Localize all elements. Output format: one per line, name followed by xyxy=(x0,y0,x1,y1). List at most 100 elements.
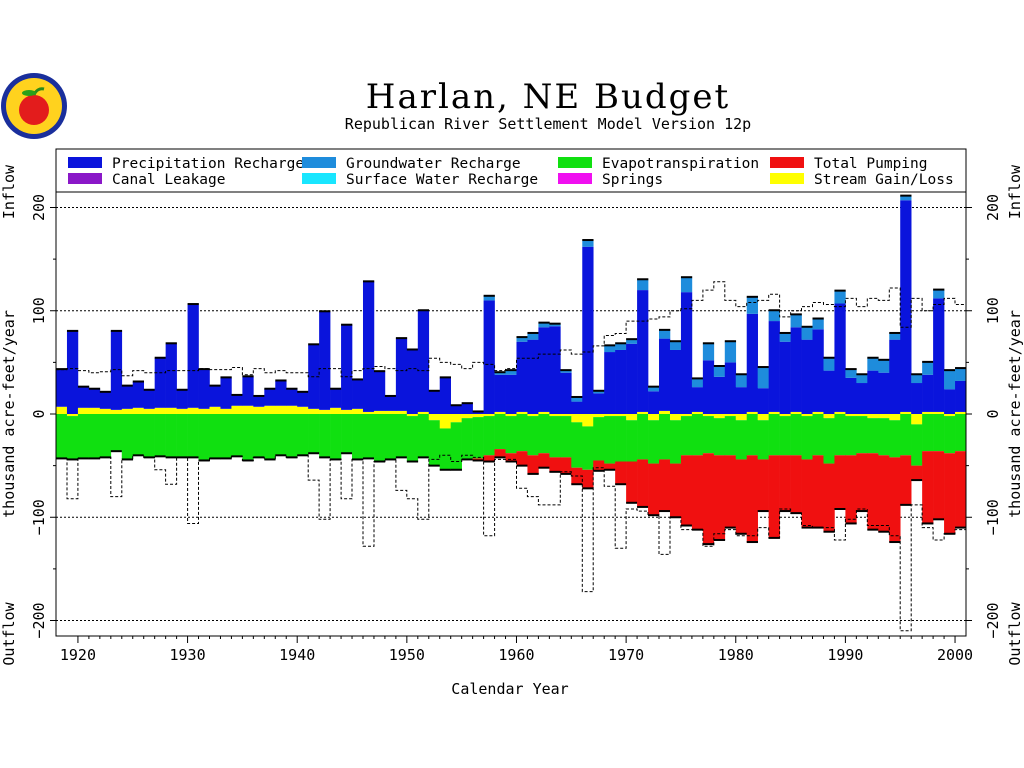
stream-bar xyxy=(384,410,397,414)
pumping-bar xyxy=(746,455,758,543)
x-tick-label: 1980 xyxy=(718,646,754,664)
outflow-cap xyxy=(867,528,879,531)
precipitation-bar xyxy=(878,372,890,414)
evapotranspiration-bar xyxy=(768,414,780,456)
pumping-bar xyxy=(845,455,857,524)
groundwater-bar xyxy=(648,387,660,392)
pumping-bar xyxy=(801,459,813,528)
outflow-cap xyxy=(439,468,451,471)
y-tick-label-right: 0 xyxy=(984,409,1002,418)
groundwater-bar xyxy=(801,327,813,340)
evapotranspiration-bar xyxy=(757,420,769,460)
precipitation-bar xyxy=(944,389,956,414)
precipitation-bar xyxy=(330,389,342,408)
inflow-label-left: Inflow xyxy=(0,164,18,219)
stream-bar xyxy=(417,411,430,414)
groundwater-bar xyxy=(549,324,561,327)
pumping-bar xyxy=(593,460,605,471)
stream-bar xyxy=(626,414,638,421)
stream-bar xyxy=(286,405,298,414)
evapotranspiration-bar xyxy=(395,414,408,458)
inflow-cap xyxy=(220,376,232,379)
stream-bar xyxy=(242,405,254,414)
precipitation-bar xyxy=(286,389,298,406)
stream-bar xyxy=(99,408,112,414)
pumping-bar xyxy=(637,459,649,507)
precipitation-bar xyxy=(384,396,397,411)
stream-bar xyxy=(143,408,155,414)
legend-label: Springs xyxy=(602,172,663,188)
pumping-bar xyxy=(538,453,550,468)
evapotranspiration-bar xyxy=(560,416,572,458)
stream-bar xyxy=(494,411,506,414)
evapotranspiration-bar xyxy=(724,416,737,456)
outflow-cap xyxy=(417,456,430,459)
pumping-bar xyxy=(516,451,528,466)
precipitation-bar xyxy=(110,331,123,410)
y-tick-label-right: −100 xyxy=(984,499,1002,535)
evapotranspiration-bar xyxy=(77,414,90,459)
outflow-cap xyxy=(779,510,791,513)
legend-box xyxy=(55,148,967,193)
inflow-cap xyxy=(680,276,693,279)
precipitation-bar xyxy=(143,390,155,409)
outflow-cap xyxy=(319,456,331,459)
inflow-cap xyxy=(483,294,495,297)
inflow-cap xyxy=(253,394,265,397)
precipitation-bar xyxy=(352,379,364,409)
stream-bar xyxy=(209,406,221,414)
inflow-cap xyxy=(911,373,923,376)
precipitation-bar xyxy=(77,387,90,408)
stream-bar xyxy=(582,414,594,427)
inflow-cap xyxy=(319,310,331,313)
outflow-cap xyxy=(538,466,550,469)
inflow-cap xyxy=(308,343,320,346)
precipitation-bar xyxy=(362,281,375,412)
stream-bar xyxy=(856,414,868,417)
groundwater-bar xyxy=(691,378,704,388)
stream-bar xyxy=(911,414,923,425)
inflow-cap xyxy=(571,395,583,398)
inflow-cap xyxy=(900,194,912,197)
inflow-cap xyxy=(889,331,901,334)
groundwater-bar xyxy=(944,370,956,390)
outflow-cap xyxy=(911,479,923,482)
pumping-bar xyxy=(505,453,517,462)
evapotranspiration-bar xyxy=(154,414,166,457)
evapotranspiration-bar xyxy=(472,417,484,459)
evapotranspiration-bar xyxy=(801,416,813,460)
x-tick-label: 1960 xyxy=(498,646,534,664)
groundwater-bar xyxy=(834,291,846,304)
precipitation-bar xyxy=(472,411,484,414)
inflow-cap xyxy=(801,325,813,328)
x-tick-label: 1930 xyxy=(170,646,206,664)
groundwater-bar xyxy=(483,296,495,301)
outflow-cap xyxy=(154,455,166,458)
outflow-cap xyxy=(494,456,506,459)
evapotranspiration-bar xyxy=(362,414,375,459)
inflow-cap xyxy=(933,288,945,291)
groundwater-bar xyxy=(867,358,879,371)
outflow-cap xyxy=(746,541,758,544)
outflow-cap xyxy=(516,464,528,467)
outflow-cap xyxy=(637,505,649,508)
stream-bar xyxy=(439,414,451,429)
stream-bar xyxy=(823,414,835,419)
inflow-cap xyxy=(648,385,660,388)
outflow-cap xyxy=(461,458,473,461)
precipitation-bar xyxy=(867,370,879,414)
inflow-dashed-line xyxy=(56,281,966,378)
groundwater-bar xyxy=(669,341,682,350)
outflow-cap xyxy=(220,457,232,460)
evapotranspiration-bar xyxy=(56,414,68,459)
groundwater-bar xyxy=(856,374,868,384)
evapotranspiration-bar xyxy=(330,414,342,460)
evapotranspiration-bar xyxy=(352,414,364,460)
inflow-cap xyxy=(165,342,177,345)
evapotranspiration-bar xyxy=(680,416,693,456)
outflow-cap xyxy=(527,472,539,475)
groundwater-bar xyxy=(527,333,539,340)
outflow-label-right: Outflow xyxy=(1006,601,1024,665)
precipitation-bar xyxy=(889,339,901,414)
